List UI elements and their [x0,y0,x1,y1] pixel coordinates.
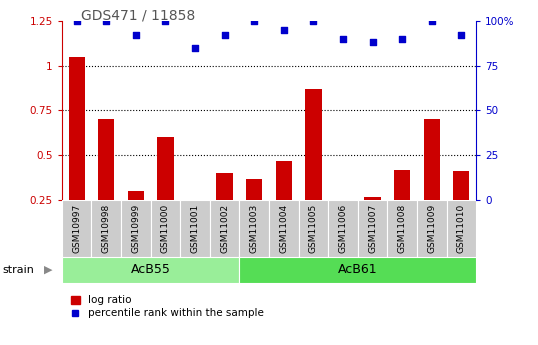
Text: GDS471 / 11858: GDS471 / 11858 [81,9,195,23]
Text: GSM11000: GSM11000 [161,204,170,253]
Bar [328,200,358,257]
Bar [387,200,417,257]
Legend: log ratio, percentile rank within the sample: log ratio, percentile rank within the sa… [67,291,268,323]
Text: ▶: ▶ [44,265,53,275]
Bar [394,170,410,200]
Bar [417,200,447,257]
Bar [239,257,476,283]
Bar [447,200,476,257]
Text: GSM10997: GSM10997 [72,204,81,253]
Point [398,36,406,41]
Text: GSM11002: GSM11002 [220,204,229,253]
Bar [246,179,263,200]
Bar [62,257,239,283]
Bar [305,89,322,200]
Bar [157,137,174,200]
Text: GSM10999: GSM10999 [131,204,140,253]
Point [72,18,81,23]
Text: strain: strain [3,265,34,275]
Text: GSM10998: GSM10998 [102,204,111,253]
Text: GSM11001: GSM11001 [190,204,200,253]
Bar [275,161,292,200]
Text: GSM11010: GSM11010 [457,204,466,253]
Bar [453,171,470,200]
Bar [335,200,351,206]
Bar [68,57,85,200]
Text: GSM11005: GSM11005 [309,204,318,253]
Text: GSM11008: GSM11008 [398,204,407,253]
Bar [210,200,239,257]
Bar [423,119,440,200]
Bar [151,200,180,257]
Bar [91,200,121,257]
Point [368,39,377,45]
Bar [299,200,328,257]
Text: AcB61: AcB61 [338,264,378,276]
Bar [216,173,233,200]
Text: GSM11009: GSM11009 [427,204,436,253]
Point [190,45,199,50]
Point [102,18,110,23]
Bar [239,200,269,257]
Bar [62,200,91,257]
Bar [180,200,210,257]
Bar [98,119,115,200]
Bar [358,200,387,257]
Point [427,18,436,23]
Text: GSM11004: GSM11004 [279,204,288,253]
Text: AcB55: AcB55 [131,264,171,276]
Text: GSM11003: GSM11003 [250,204,259,253]
Text: GSM11007: GSM11007 [368,204,377,253]
Bar [364,197,381,200]
Bar [187,200,203,206]
Point [131,32,140,38]
Point [457,32,465,38]
Point [338,36,347,41]
Bar [128,191,144,200]
Point [250,18,258,23]
Bar [121,200,151,257]
Point [161,18,169,23]
Text: GSM11006: GSM11006 [338,204,348,253]
Point [220,32,229,38]
Point [309,18,317,23]
Point [279,27,288,32]
Bar [269,200,299,257]
